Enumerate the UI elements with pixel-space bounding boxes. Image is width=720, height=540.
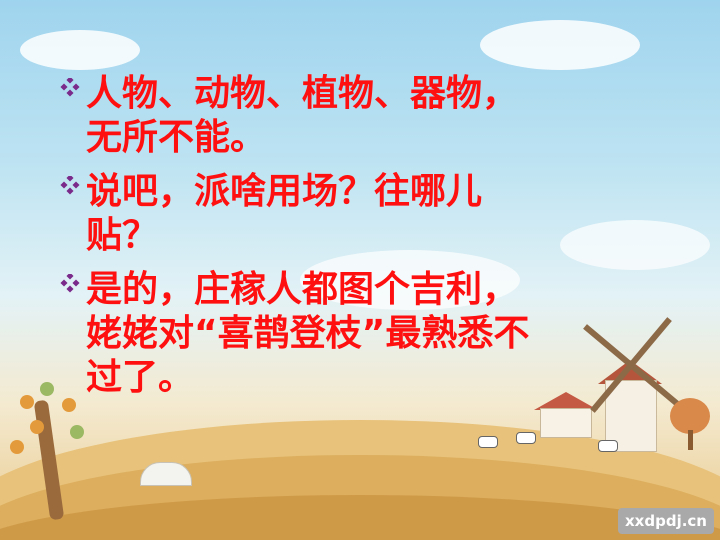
bullet-text-line: 是的，庄稼人都图个吉利， bbox=[86, 269, 519, 310]
house-roof bbox=[534, 392, 598, 410]
bullet-text-line: 贴？ bbox=[86, 215, 159, 256]
tree-leaf bbox=[40, 382, 54, 396]
tree-leaf bbox=[70, 425, 84, 439]
cloud bbox=[300, 250, 520, 310]
tree-leaf bbox=[62, 398, 76, 412]
slide-content: 人物、动物、植物、器物， 无所不能。 说吧，派啥用场？往哪儿 贴？ 是的，庄稼人都图个吉… bbox=[60, 72, 660, 410]
cloud bbox=[560, 220, 710, 270]
bullet-item: 说吧，派啥用场？往哪儿 贴？ bbox=[60, 170, 660, 258]
bullet-text-line: 过了。 bbox=[86, 357, 195, 398]
bullet-item: 是的，庄稼人都图个吉利， 姥姥对“喜鹊登枝”最熟悉不 过了。 bbox=[60, 268, 660, 400]
diamond-bullet-icon bbox=[60, 274, 80, 293]
tree-leaf bbox=[10, 440, 24, 454]
tree-leaf bbox=[20, 395, 34, 409]
diamond-bullet-icon bbox=[60, 78, 80, 97]
cow bbox=[478, 436, 498, 448]
diamond-bullet-icon bbox=[60, 176, 80, 195]
autumn-tree-trunk bbox=[688, 430, 693, 450]
bullet-text-line: 无所不能。 bbox=[86, 117, 267, 158]
cloud bbox=[20, 30, 140, 70]
bullet-text-line: 说吧，派啥用场？往哪儿 bbox=[86, 171, 483, 212]
barn bbox=[140, 462, 192, 486]
house bbox=[540, 408, 592, 438]
cloud bbox=[480, 20, 640, 70]
cow bbox=[516, 432, 536, 444]
bullet-text-line: 姥姥对“喜鹊登枝”最熟悉不 bbox=[86, 313, 530, 354]
bullet-item: 人物、动物、植物、器物， 无所不能。 bbox=[60, 72, 660, 160]
bullet-text-line: 人物、动物、植物、器物， bbox=[86, 73, 519, 114]
cow bbox=[598, 440, 618, 452]
autumn-tree bbox=[670, 398, 710, 434]
watermark: xxdpdj.cn bbox=[618, 508, 714, 534]
tree-leaf bbox=[30, 420, 44, 434]
